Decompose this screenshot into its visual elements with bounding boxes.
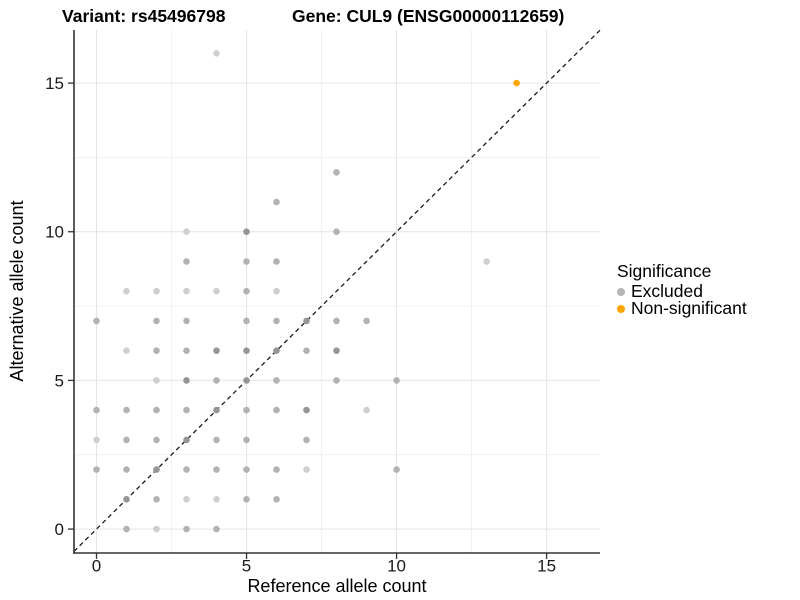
data-point-excluded <box>243 496 250 503</box>
variant-title: Variant: rs45496798 <box>62 6 226 26</box>
data-point-excluded <box>183 525 190 533</box>
data-point-excluded <box>183 406 190 414</box>
data-point-excluded <box>213 50 220 57</box>
y-tick-label: 5 <box>55 371 64 390</box>
data-point-excluded <box>393 466 400 473</box>
x-axis-title: Reference allele count <box>247 576 427 596</box>
legend: Significance Excluded Non-significant <box>617 261 747 317</box>
data-point-excluded <box>123 466 130 473</box>
identity-line <box>73 29 601 552</box>
data-point-excluded <box>123 347 130 355</box>
data-point-excluded <box>273 466 280 473</box>
data-point-excluded <box>213 466 220 473</box>
data-point-excluded <box>183 436 190 444</box>
data-point-excluded <box>213 406 220 414</box>
data-point-excluded <box>363 406 370 414</box>
data-point-excluded <box>183 377 190 384</box>
data-point-excluded <box>183 496 190 503</box>
data-point-excluded <box>123 436 130 444</box>
data-point-excluded <box>183 287 190 295</box>
data-point-excluded <box>393 377 400 384</box>
data-point-excluded <box>183 317 190 325</box>
data-point-excluded <box>273 258 280 265</box>
x-tick-label: 10 <box>387 557 406 576</box>
x-tick-label: 0 <box>92 557 101 576</box>
data-point-excluded <box>273 317 280 325</box>
data-point-excluded <box>213 436 220 444</box>
data-point-excluded <box>153 377 160 384</box>
data-point-excluded <box>153 406 160 414</box>
x-tick-label: 15 <box>537 557 556 576</box>
excluded-dot-icon <box>617 287 625 296</box>
data-point-excluded <box>303 347 310 355</box>
data-point-excluded <box>273 496 280 503</box>
data-point-excluded <box>93 317 100 325</box>
data-point-excluded <box>123 287 130 295</box>
x-tick-label: 5 <box>242 557 251 576</box>
data-point-excluded <box>123 496 130 503</box>
data-point-excluded <box>213 377 220 384</box>
data-point-excluded <box>153 525 160 533</box>
data-point-excluded <box>213 347 220 355</box>
data-point-excluded <box>213 287 220 295</box>
data-point-excluded <box>303 406 310 414</box>
y-axis-title: Alternative allele count <box>7 200 27 382</box>
data-point-excluded <box>93 406 100 414</box>
data-point-excluded <box>333 317 340 325</box>
data-point-excluded <box>333 347 340 355</box>
data-point-excluded <box>213 525 220 533</box>
data-point-excluded <box>183 466 190 473</box>
data-point-excluded <box>333 228 340 235</box>
data-point-excluded <box>153 436 160 444</box>
data-point-excluded <box>243 287 250 295</box>
data-point-excluded <box>243 406 250 414</box>
data-point-excluded <box>363 317 370 325</box>
data-point-excluded <box>183 258 190 265</box>
legend-entry-label: Non-significant <box>631 298 747 318</box>
y-tick-label: 15 <box>45 74 64 93</box>
data-point-excluded <box>93 436 100 444</box>
data-point-excluded <box>483 258 490 265</box>
data-point-excluded <box>153 466 160 473</box>
legend-entry-non-significant: Non-significant <box>617 298 747 318</box>
data-point-excluded <box>243 347 250 355</box>
data-point-excluded <box>243 436 250 444</box>
legend-entry-label: Excluded <box>631 281 703 301</box>
data-point-excluded <box>243 228 250 235</box>
data-point-excluded <box>243 466 250 473</box>
data-point-excluded <box>303 466 310 473</box>
data-point-excluded <box>123 525 130 533</box>
gene-title: Gene: CUL9 (ENSG00000112659) <box>292 6 565 26</box>
data-point-excluded <box>273 377 280 384</box>
y-tick-label: 10 <box>45 223 64 242</box>
data-point-excluded <box>303 436 310 444</box>
data-point-excluded <box>273 287 280 295</box>
legend-entry-excluded: Excluded <box>617 281 747 301</box>
data-point-excluded <box>123 406 130 414</box>
data-point-excluded <box>153 287 160 295</box>
data-point-excluded <box>183 347 190 355</box>
data-point-excluded <box>153 496 160 503</box>
data-point-excluded <box>183 228 190 235</box>
data-point-excluded <box>333 377 340 384</box>
data-point-excluded <box>153 347 160 355</box>
data-point-excluded <box>273 198 280 206</box>
data-point-excluded <box>243 258 250 265</box>
data-point-excluded <box>243 317 250 325</box>
non-significant-dot-icon <box>617 304 625 313</box>
data-point-non-significant <box>513 79 520 87</box>
data-point-excluded <box>93 466 100 473</box>
data-point-excluded <box>333 169 340 176</box>
data-point-excluded <box>213 496 220 503</box>
legend-title: Significance <box>617 261 712 281</box>
y-tick-label: 0 <box>55 520 64 539</box>
data-point-excluded <box>303 317 310 325</box>
data-point-excluded <box>153 317 160 325</box>
data-point-excluded <box>243 377 250 384</box>
data-point-excluded <box>273 347 280 355</box>
data-point-excluded <box>273 406 280 414</box>
